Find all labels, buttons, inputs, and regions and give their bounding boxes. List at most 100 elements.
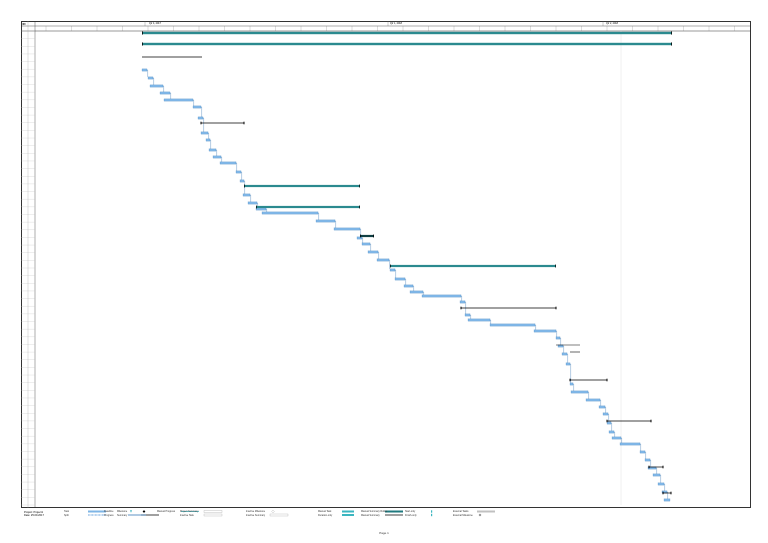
task-bar xyxy=(367,250,379,254)
dependency-link xyxy=(423,291,424,295)
legend-swatch xyxy=(130,510,132,513)
task-bar xyxy=(361,242,371,246)
dependency-link xyxy=(535,324,536,330)
project-info: Project: Project1 Date: 25.09.2017 xyxy=(24,511,44,518)
summary-line-end xyxy=(200,121,202,125)
task-bar xyxy=(555,336,561,340)
task-bar xyxy=(219,161,237,165)
task-bar xyxy=(159,91,171,95)
dependency-link xyxy=(608,413,609,422)
task-bar xyxy=(644,458,651,462)
summary-bar-end xyxy=(390,264,391,268)
legend-swatch xyxy=(431,510,433,513)
task-bars xyxy=(141,31,672,502)
legend-swatch xyxy=(431,513,433,517)
dependency-link xyxy=(667,491,668,499)
legend-item-label: Milestone xyxy=(117,510,128,513)
dependency-link xyxy=(413,285,414,291)
legend-swatch xyxy=(385,510,403,513)
legend-swatch xyxy=(203,510,223,513)
legend-swatch xyxy=(342,514,354,516)
task-bar xyxy=(192,105,202,109)
quarter-label: Qtr 4, 2017 xyxy=(149,21,161,25)
dependency-link xyxy=(266,208,267,212)
legend-item-label: Manual Summary Rollup xyxy=(361,510,388,513)
summary-bar-end xyxy=(359,205,360,209)
dependency-link xyxy=(216,149,217,156)
dependency-link xyxy=(244,180,245,194)
page-number: Page 1 xyxy=(379,531,389,535)
legend-swatch xyxy=(271,509,275,514)
task-bar xyxy=(247,201,258,205)
dependency-link xyxy=(241,171,242,180)
task-bar xyxy=(242,193,251,197)
dependency-link xyxy=(600,399,601,406)
task-bar xyxy=(467,318,491,322)
summary-line-end xyxy=(460,306,462,310)
dependency-link xyxy=(588,391,589,399)
summary-bar xyxy=(360,234,374,238)
legend-swatch xyxy=(203,513,223,517)
task-bar xyxy=(356,236,363,240)
summary-bar-end xyxy=(142,42,143,46)
task-bar xyxy=(205,138,211,142)
dependency-link xyxy=(470,314,471,319)
task-bar xyxy=(235,170,242,174)
legend-item-label: Split xyxy=(64,513,69,517)
legend-item-label: Finish-only xyxy=(405,513,417,517)
dependency-link xyxy=(405,278,406,285)
legend-item-label: External Tasks xyxy=(453,510,469,513)
task-bar xyxy=(421,294,462,298)
task-bar xyxy=(619,442,641,446)
dependency-link xyxy=(335,220,336,228)
task-row-grid xyxy=(21,30,622,506)
task-bar xyxy=(394,277,406,281)
legend-swatch xyxy=(477,510,495,513)
dependency-link xyxy=(193,99,194,106)
task-bar xyxy=(149,84,164,88)
dependency-link xyxy=(201,106,202,117)
summary-line-end xyxy=(606,378,608,382)
dependency-link xyxy=(318,212,319,220)
task-bar xyxy=(141,68,148,72)
gantt-chart-frame xyxy=(21,21,751,508)
summary-line-end xyxy=(670,491,672,495)
legend-item-label: Summary xyxy=(117,513,128,517)
dependency-link xyxy=(567,353,568,363)
legend-swatch xyxy=(142,510,146,513)
timescale-ticks xyxy=(45,21,735,31)
task-bar xyxy=(464,313,471,317)
project-date: Date: 25.09.2017 xyxy=(24,514,44,518)
task-bar xyxy=(598,405,606,409)
dependency-link xyxy=(605,406,606,413)
id-column-header: ID xyxy=(23,22,27,26)
dependency-link xyxy=(203,117,204,132)
dependency-link xyxy=(170,92,171,99)
dependency-link xyxy=(389,259,390,269)
dependency-link xyxy=(208,132,209,139)
summary-bar xyxy=(142,31,672,35)
summary-bar-end xyxy=(671,42,672,46)
dependency-link xyxy=(573,383,574,391)
legend-item-label: Inactive Summary xyxy=(246,513,266,517)
dependency-link xyxy=(563,345,564,353)
task-bar xyxy=(602,412,609,416)
legend-item-label: Inactive Milestone xyxy=(246,510,266,513)
dependency-link xyxy=(656,467,657,474)
dependency-link xyxy=(560,337,561,345)
task-bar xyxy=(333,227,361,231)
dependency-link xyxy=(236,162,237,171)
task-bar xyxy=(663,498,671,502)
summary-bar-end xyxy=(671,31,672,35)
summary-bar-end xyxy=(373,234,374,238)
task-bar xyxy=(657,482,665,486)
task-bar xyxy=(409,290,424,294)
legend-swatch xyxy=(478,513,482,517)
legend-swatch xyxy=(269,513,289,517)
dependency-link xyxy=(650,459,651,467)
dependency-link xyxy=(370,243,371,251)
task-bar xyxy=(315,219,336,223)
summary-line-end xyxy=(650,419,652,423)
dependency-link xyxy=(645,451,646,459)
